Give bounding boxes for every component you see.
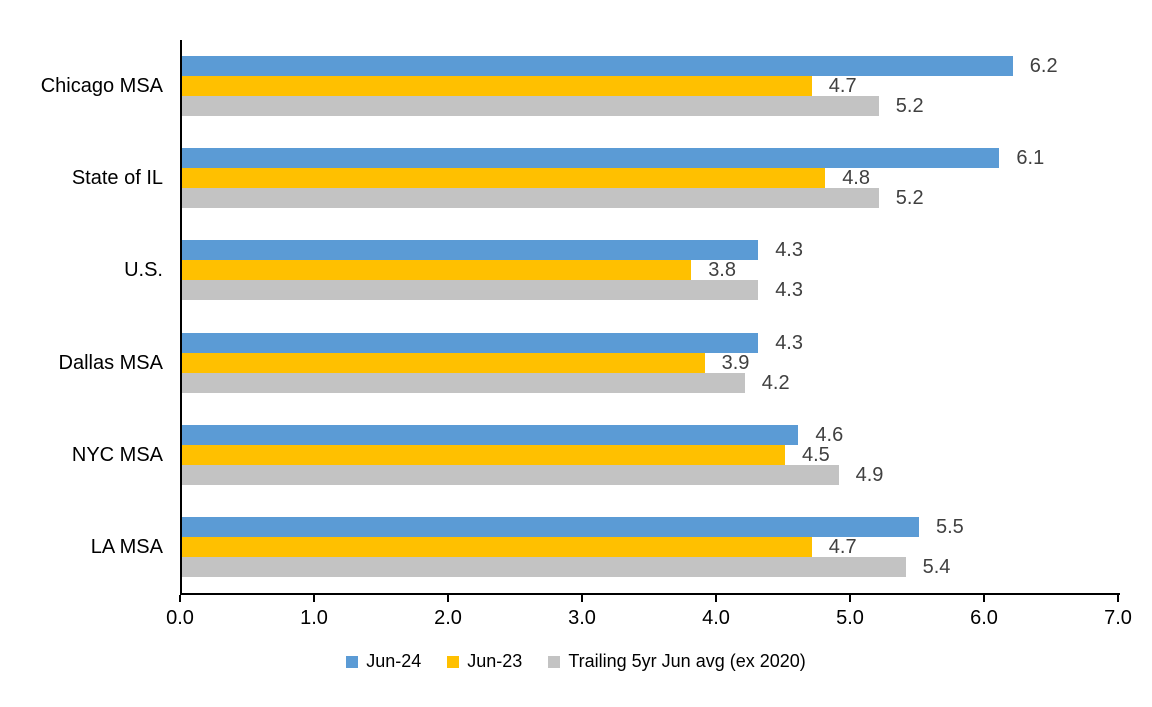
plot-area: 6.2 4.7 5.2 6.1 4.8 5.2 4.3 3.8 4.3 4.3 3.9 4.2 4.6 4… [180,40,1120,595]
x-tick-mark [581,595,583,602]
bar-jun-24-dallas-msa [182,332,759,353]
legend-swatch-jun-23 [447,655,460,668]
category-label-la-msa: LA MSA [90,535,163,558]
x-tick-label-2-0: 2.0 [434,607,462,629]
x-tick-label-1-0: 1.0 [300,607,328,629]
legend-swatch-jun-24 [346,655,359,668]
data-label-jun-24-state-of-il: 6.1 [1016,147,1045,170]
bar-trailing-5yr-jun-avg-ex-2020-la-msa [182,556,906,577]
bar-group-chicago-msa: 6.2 4.7 5.2 [182,40,1120,132]
bar-jun-23-nyc-msa [182,444,785,465]
bar-row-jun-24-chicago-msa: 6.2 [182,55,1120,78]
bar-row-jun-23-la-msa: 4.7 [182,535,1120,558]
legend-label-jun-23: Jun-23 [467,651,523,671]
bar-row-jun-23-chicago-msa: 4.7 [182,75,1120,98]
data-label-trailing-5yr-jun-avg-ex-2020-u-s: 4.3 [775,279,803,302]
bar-row-trailing-5yr-jun-avg-ex-2020-chicago-msa: 5.2 [182,95,1120,118]
data-label-jun-24-u-s: 4.3 [775,239,803,262]
bar-group-nyc-msa: 4.6 4.5 4.9 [182,409,1120,501]
bar-trailing-5yr-jun-avg-ex-2020-dallas-msa [182,372,745,393]
x-tick-mark [715,595,717,602]
data-label-trailing-5yr-jun-avg-ex-2020-nyc-msa: 4.9 [855,463,884,486]
bar-trailing-5yr-jun-avg-ex-2020-u-s [182,280,759,301]
category-label-state-of-il: State of IL [71,167,163,190]
x-tick-label-6-0: 6.0 [970,607,998,629]
data-label-jun-23-dallas-msa: 3.9 [721,351,750,374]
bar-row-jun-24-dallas-msa: 4.3 [182,331,1120,354]
data-label-jun-24-nyc-msa: 4.6 [815,423,844,446]
bar-trailing-5yr-jun-avg-ex-2020-nyc-msa [182,464,839,485]
legend-item-jun-24: Jun-24 [346,651,421,673]
x-tick-label-3-0: 3.0 [568,607,596,629]
legend-label-trailing-5yr-jun-avg-ex-2020: Trailing 5yr Jun avg (ex 2020) [568,651,806,671]
x-tick-mark [179,595,181,602]
x-tick-mark [447,595,449,602]
bar-jun-24-chicago-msa [182,56,1013,77]
data-label-jun-23-la-msa: 4.7 [828,535,857,558]
category-label-nyc-msa: NYC MSA [71,443,163,466]
category-label-u-s: U.S. [124,259,163,282]
data-label-jun-24-chicago-msa: 6.2 [1029,55,1058,78]
bar-group-state-of-il: 6.1 4.8 5.2 [182,132,1120,224]
data-label-trailing-5yr-jun-avg-ex-2020-la-msa: 5.4 [922,555,951,578]
bar-row-jun-23-u-s: 3.8 [182,259,1120,282]
data-label-jun-23-chicago-msa: 4.7 [828,75,857,98]
bar-row-jun-24-state-of-il: 6.1 [182,147,1120,170]
x-tick-mark [313,595,315,602]
x-tick-label-7-0: 7.0 [1104,607,1132,629]
x-tick-mark [849,595,851,602]
bar-row-jun-23-state-of-il: 4.8 [182,167,1120,190]
bar-row-trailing-5yr-jun-avg-ex-2020-dallas-msa: 4.2 [182,371,1120,394]
data-label-jun-24-dallas-msa: 4.3 [775,331,803,354]
bar-jun-23-u-s [182,260,692,281]
legend-label-jun-24: Jun-24 [366,651,422,671]
data-label-jun-24-la-msa: 5.5 [936,515,964,538]
x-tick-mark [983,595,985,602]
data-label-jun-23-nyc-msa: 4.5 [802,443,830,466]
bar-row-jun-24-u-s: 4.3 [182,239,1120,262]
bar-group-u-s: 4.3 3.8 4.3 [182,224,1120,316]
bar-group-dallas-msa: 4.3 3.9 4.2 [182,317,1120,409]
category-label-dallas-msa: Dallas MSA [58,351,163,374]
x-tick-mark [1117,595,1119,602]
bar-group-la-msa: 5.5 4.7 5.4 [182,501,1120,593]
legend-item-trailing-5yr-jun-avg-ex-2020: Trailing 5yr Jun avg (ex 2020) [548,651,806,673]
x-tick-label-4-0: 4.0 [702,607,730,629]
bar-row-jun-24-nyc-msa: 4.6 [182,423,1120,446]
bar-row-jun-23-dallas-msa: 3.9 [182,351,1120,374]
bar-jun-24-nyc-msa [182,424,799,445]
x-tick-label-5-0: 5.0 [836,607,864,629]
bar-trailing-5yr-jun-avg-ex-2020-chicago-msa [182,96,879,117]
x-tick-label-0-0: 0.0 [166,607,194,629]
category-label-chicago-msa: Chicago MSA [40,75,163,98]
bar-row-trailing-5yr-jun-avg-ex-2020-nyc-msa: 4.9 [182,463,1120,486]
bar-row-trailing-5yr-jun-avg-ex-2020-la-msa: 5.4 [182,555,1120,578]
bar-row-trailing-5yr-jun-avg-ex-2020-u-s: 4.3 [182,279,1120,302]
bar-jun-24-la-msa [182,516,919,537]
data-label-trailing-5yr-jun-avg-ex-2020-state-of-il: 5.2 [895,187,924,210]
data-label-jun-23-state-of-il: 4.8 [842,167,870,190]
bar-trailing-5yr-jun-avg-ex-2020-state-of-il [182,188,879,209]
bar-jun-24-state-of-il [182,148,1000,169]
legend-swatch-trailing-5yr-jun-avg-ex-2020 [548,655,561,668]
bar-row-trailing-5yr-jun-avg-ex-2020-state-of-il: 5.2 [182,187,1120,210]
bar-row-jun-24-la-msa: 5.5 [182,515,1120,538]
bar-jun-23-chicago-msa [182,76,812,97]
bar-jun-23-dallas-msa [182,352,705,373]
bar-jun-23-la-msa [182,536,812,557]
legend: Jun-24 Jun-23 Trailing 5yr Jun avg (ex 202… [0,651,1152,673]
bar-row-jun-23-nyc-msa: 4.5 [182,443,1120,466]
bar-jun-24-u-s [182,240,759,261]
data-label-jun-23-u-s: 3.8 [708,259,736,282]
bar-jun-23-state-of-il [182,168,826,189]
data-label-trailing-5yr-jun-avg-ex-2020-chicago-msa: 5.2 [895,95,924,118]
legend-item-jun-23: Jun-23 [447,651,522,673]
data-label-trailing-5yr-jun-avg-ex-2020-dallas-msa: 4.2 [761,371,790,394]
